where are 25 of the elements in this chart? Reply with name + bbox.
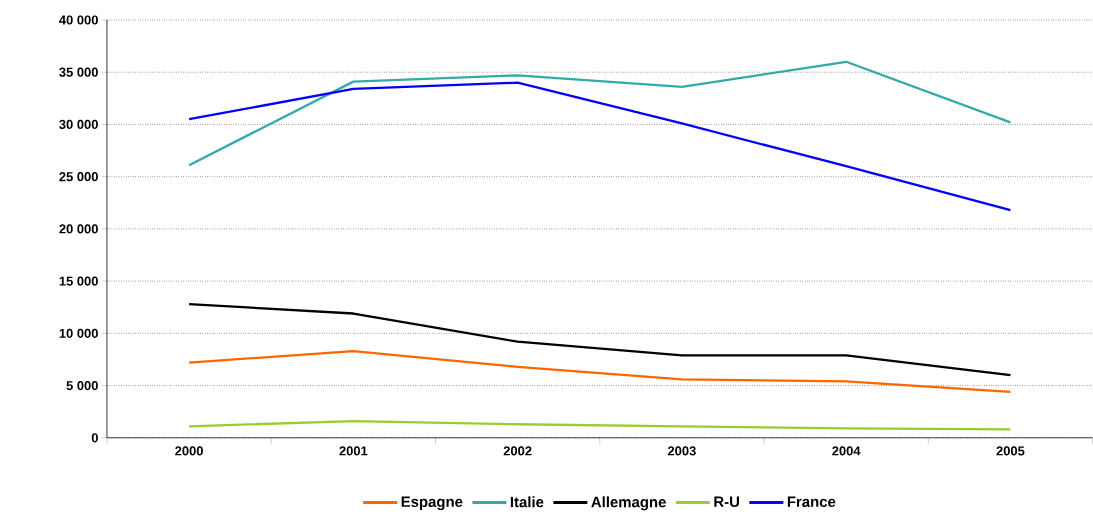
line-series	[187, 303, 1012, 377]
line-series	[187, 81, 1012, 212]
line-series	[187, 60, 1012, 167]
x-tick-label: 2001	[339, 446, 368, 456]
y-tick-label: 35 000	[59, 67, 98, 77]
x-tick-label: 2003	[667, 446, 696, 456]
legend-label: R-U	[714, 496, 739, 508]
y-tick-label: 5 000	[66, 381, 98, 391]
legend-label: Allemagne	[591, 496, 666, 511]
y-tick-label: 15 000	[59, 276, 98, 286]
y-tick-label: 0	[91, 433, 98, 443]
legend-label: Espagne	[401, 496, 463, 511]
y-tick-label: 25 000	[59, 172, 98, 182]
x-tick-label: 2002	[503, 446, 532, 456]
y-tick-label: 20 000	[59, 224, 98, 234]
y-tick-label: 10 000	[59, 328, 98, 339]
y-tick-label: 40 000	[59, 15, 98, 25]
x-tick-label: 2004	[832, 446, 861, 456]
x-tick-label: 2000	[175, 446, 203, 456]
line-series	[187, 420, 1012, 431]
legend-label: France	[787, 496, 836, 508]
x-tick-label: 2005	[996, 446, 1025, 456]
legend-label: Italie	[510, 496, 544, 508]
line-series	[187, 350, 1012, 394]
y-tick-label: 30 000	[59, 119, 98, 130]
